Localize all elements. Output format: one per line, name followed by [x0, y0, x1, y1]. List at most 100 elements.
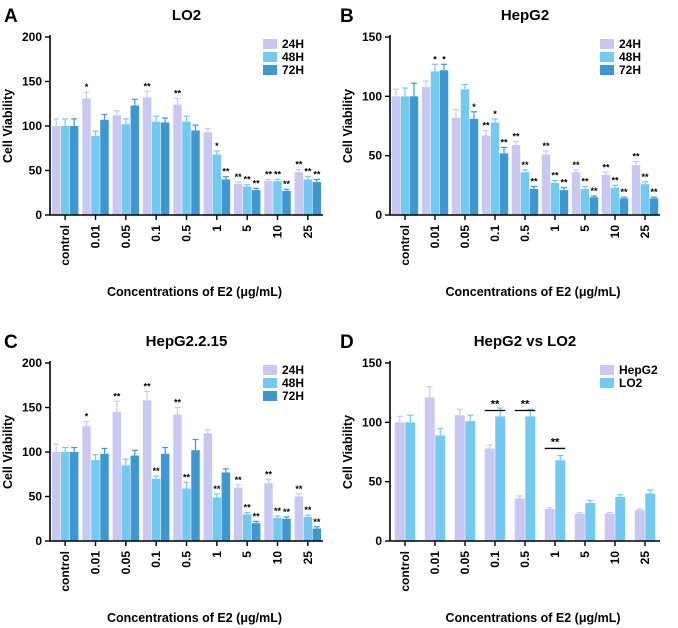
legend-label: 48H — [619, 50, 641, 64]
x-tick-label: control — [58, 225, 72, 266]
bar — [601, 174, 611, 215]
bar — [60, 126, 70, 215]
bar — [151, 478, 161, 541]
x-tick-label: 10 — [608, 551, 622, 565]
x-tick-label: 0.01 — [89, 225, 103, 249]
chart-title: LO2 — [172, 7, 201, 24]
bar — [233, 183, 243, 215]
bar — [160, 122, 170, 215]
y-tick-label: 200 — [22, 356, 42, 370]
bar-label: * — [472, 102, 476, 112]
bar-label: ** — [265, 470, 273, 480]
bar-label: ** — [611, 175, 619, 185]
bar — [151, 121, 161, 215]
x-tick-label: 25 — [638, 225, 652, 239]
y-axis-label: Cell Viability — [1, 89, 15, 163]
bar — [212, 497, 222, 541]
bar-label: ** — [500, 137, 508, 147]
bar — [242, 514, 252, 541]
bar — [640, 184, 650, 215]
bar-label: ** — [530, 177, 538, 187]
bar — [514, 498, 525, 541]
series-24h: ************* — [51, 381, 304, 541]
panel-letter: B — [340, 6, 354, 27]
bar-label: ** — [265, 169, 273, 179]
x-tick-label: 0.1 — [488, 551, 502, 568]
bar-label: ** — [235, 475, 243, 485]
bar — [130, 455, 140, 541]
x-tick-label: 0.1 — [488, 225, 502, 242]
bar-label: ** — [641, 172, 649, 182]
y-axis-label: Cell Viability — [341, 89, 355, 163]
bar — [495, 416, 506, 541]
x-tick-label: 10 — [271, 225, 285, 239]
bar-label: ** — [590, 186, 598, 196]
y-tick-label: 100 — [362, 89, 382, 103]
bar-label: ** — [304, 167, 312, 177]
bar — [112, 411, 122, 541]
bar-label: * — [215, 141, 219, 151]
bar — [490, 122, 500, 215]
panel-c: C HepG2.2.15********************* ** **** **… — [1, 332, 323, 625]
panel-d: D HepG2 vs LO2 ** ** ** 0 50 100 150 control 0.01 0… — [340, 332, 660, 625]
legend-label: 72H — [619, 63, 641, 77]
chart-title: HepG2 — [501, 7, 549, 24]
bar — [465, 421, 476, 541]
bar-label: ** — [222, 167, 230, 177]
bar — [203, 132, 213, 215]
x-tick-label: 0.5 — [180, 225, 194, 242]
y-tick-label: 150 — [22, 401, 42, 415]
bar-label: ** — [253, 178, 261, 188]
bar — [282, 190, 291, 215]
x-tick-label: 25 — [301, 551, 315, 565]
y-tick-label: 150 — [362, 30, 382, 44]
bar-label: ** — [602, 162, 610, 172]
bar-label: ** — [295, 484, 303, 494]
bar — [645, 493, 656, 541]
bar — [242, 186, 252, 215]
bar — [69, 452, 79, 541]
bar — [142, 97, 152, 215]
bar — [451, 117, 461, 215]
bar-label: ** — [620, 187, 628, 197]
bar — [82, 426, 91, 541]
bar — [525, 416, 536, 541]
bar — [212, 154, 222, 215]
y-tick-label: 0 — [375, 534, 382, 548]
bar — [251, 190, 261, 215]
x-tick-label: 5 — [578, 551, 592, 558]
legend-label: 24H — [282, 363, 304, 377]
bar — [571, 172, 581, 215]
x-tick-label: 10 — [271, 551, 285, 565]
bar — [580, 188, 590, 215]
bar — [91, 135, 100, 215]
bar — [460, 89, 470, 215]
bar — [203, 433, 213, 541]
x-tick-label: 0.05 — [119, 225, 133, 249]
bar — [394, 422, 405, 541]
bar — [511, 144, 521, 215]
series-72h: ****** **** ** ** — [409, 54, 659, 215]
bar-label: * — [85, 82, 89, 92]
bar-label: ** — [482, 121, 490, 131]
y-tick-label: 50 — [369, 149, 383, 163]
x-axis-label: Concentrations of E2 (μg/mL) — [445, 611, 620, 625]
bar — [312, 182, 322, 215]
bar-label: * — [442, 54, 446, 64]
legend-swatch — [600, 365, 614, 375]
chart-title: HepG2 vs LO2 — [474, 333, 577, 350]
bar — [282, 518, 291, 541]
bar-label: ** — [213, 484, 221, 494]
x-tick-label: control — [58, 551, 72, 592]
panel-letter: D — [340, 332, 354, 353]
bar — [520, 172, 530, 215]
bar — [589, 197, 599, 215]
legend-swatch — [263, 39, 277, 49]
bar — [121, 124, 131, 215]
x-tick-label: 0.05 — [458, 225, 472, 249]
bar — [619, 198, 629, 215]
bar — [484, 448, 495, 541]
